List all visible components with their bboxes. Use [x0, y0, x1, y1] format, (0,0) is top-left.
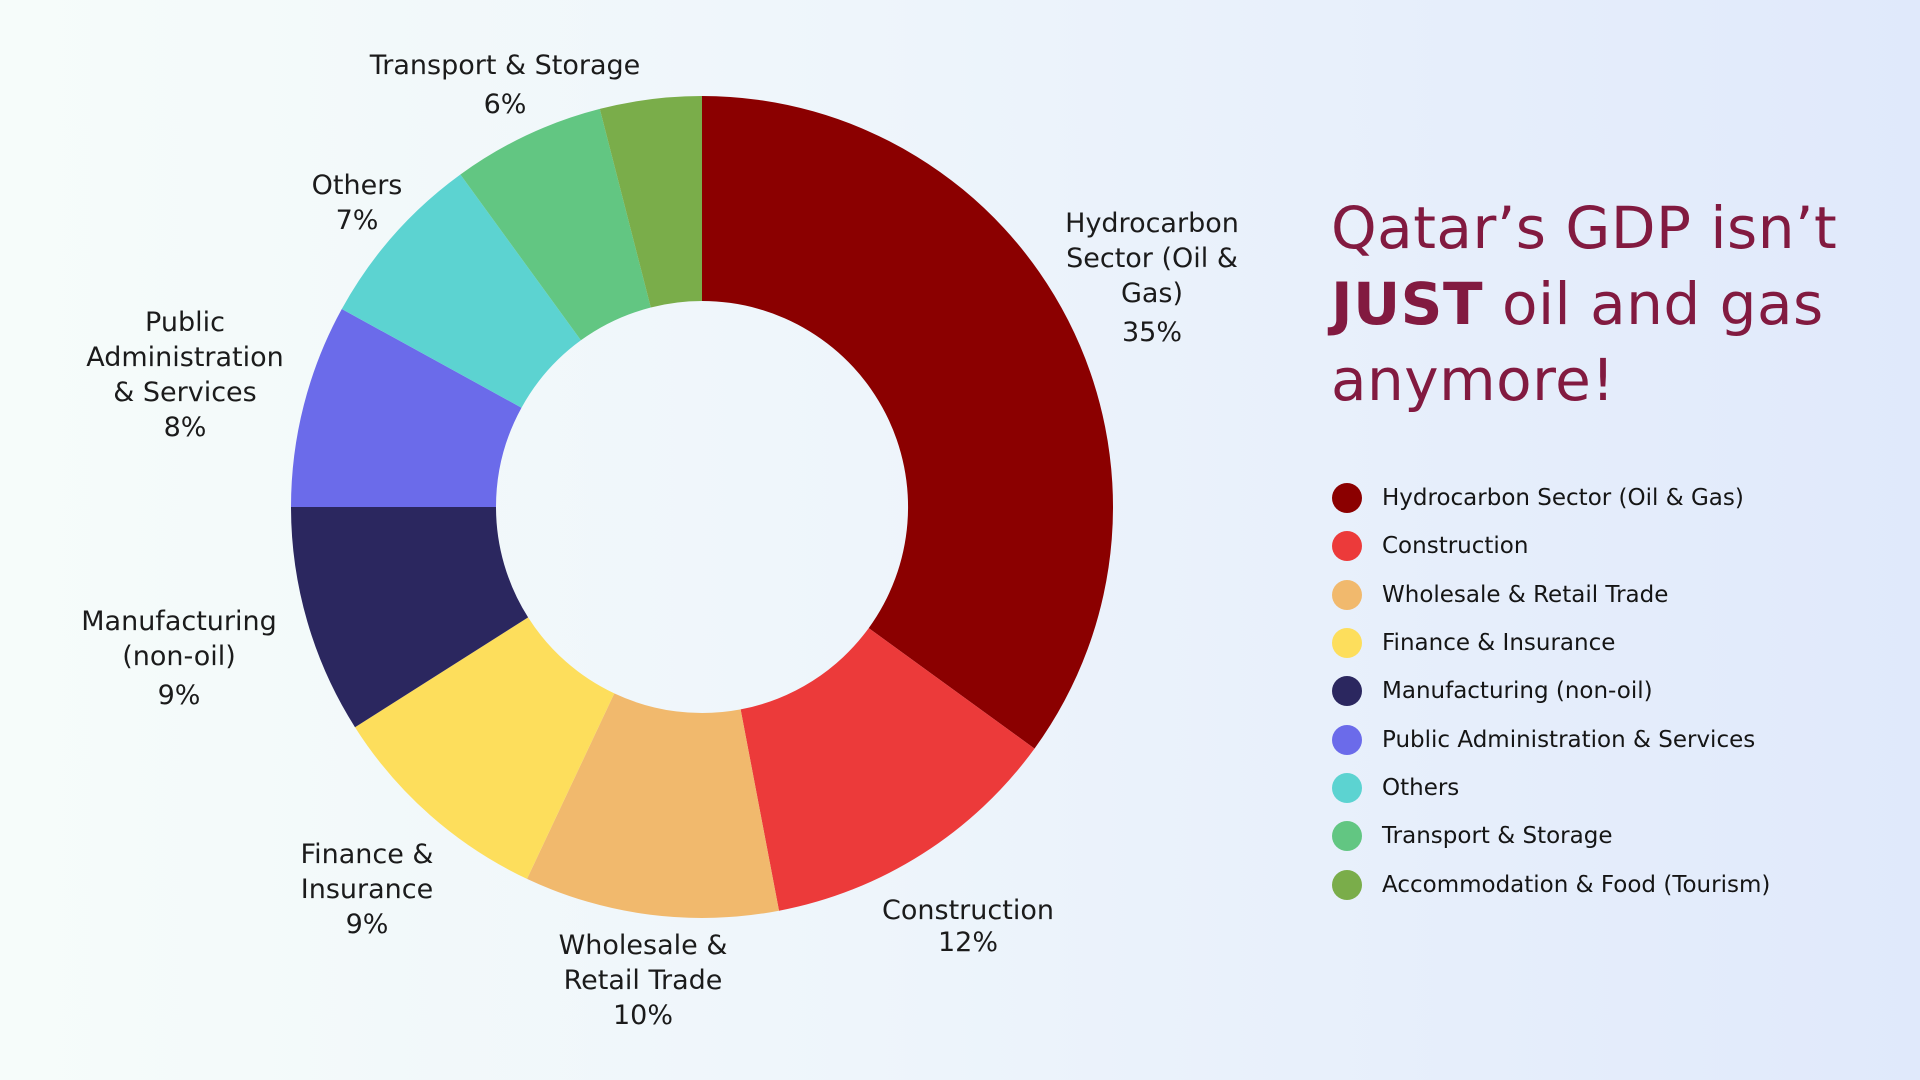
label-wholesale: Wholesale & Retail Trade 10%	[559, 928, 728, 1033]
legend-dot-icon	[1332, 724, 1362, 755]
legend-dot-icon	[1332, 531, 1362, 562]
legend-item-transport[interactable]: Transport & Storage	[1332, 812, 1770, 860]
label-pct: 9%	[157, 680, 201, 711]
slice-others[interactable]	[341, 174, 581, 408]
slice-construction[interactable]	[740, 628, 1035, 911]
legend-item-finance[interactable]: Finance & Insurance	[1332, 619, 1770, 667]
label-others: Others 7%	[312, 168, 403, 238]
legend-item-manufacturing[interactable]: Manufacturing (non-oil)	[1332, 667, 1770, 715]
label-pct: 6%	[483, 89, 527, 120]
legend-dot-icon	[1332, 579, 1362, 610]
label-pct: 8%	[163, 412, 207, 443]
legend-item-public-admin[interactable]: Public Administration & Services	[1332, 715, 1770, 763]
legend-label: Construction	[1382, 533, 1529, 560]
label-pct: 12%	[937, 927, 999, 958]
chart-title: Qatar’s GDP isn’t JUST oil and gas anymo…	[1331, 190, 1901, 418]
label-name: Public Administration & Services	[86, 307, 284, 408]
legend-label: Accommodation & Food (Tourism)	[1382, 871, 1771, 898]
slice-manufacturing[interactable]	[291, 507, 529, 728]
legend-label: Finance & Insurance	[1382, 630, 1616, 657]
label-name: Construction	[882, 895, 1054, 926]
title-emphasis: JUST	[1331, 270, 1484, 338]
label-name: Hydrocarbon Sector (Oil & Gas)	[1065, 208, 1239, 309]
label-public-admin: Public Administration & Services 8%	[86, 305, 284, 445]
legend-dot-icon	[1332, 676, 1362, 707]
legend-item-construction[interactable]: Construction	[1332, 522, 1770, 570]
slice-accommodation[interactable]	[599, 96, 702, 308]
slice-public-admin[interactable]	[291, 309, 522, 507]
legend-label: Hydrocarbon Sector (Oil & Gas)	[1382, 485, 1744, 512]
legend-label: Transport & Storage	[1382, 823, 1613, 850]
label-name: Others	[311, 170, 403, 201]
label-pct: 10%	[612, 1000, 673, 1031]
legend-item-others[interactable]: Others	[1332, 764, 1770, 812]
legend-dot-icon	[1332, 483, 1362, 514]
label-pct: 35%	[1121, 317, 1182, 348]
legend-label: Wholesale & Retail Trade	[1382, 581, 1669, 608]
slice-finance[interactable]	[355, 617, 615, 879]
legend-label: Public Administration & Services	[1382, 726, 1756, 753]
legend-item-hydrocarbon[interactable]: Hydrocarbon Sector (Oil & Gas)	[1332, 474, 1770, 522]
label-pct: 7%	[335, 205, 379, 236]
legend-label: Manufacturing (non-oil)	[1382, 678, 1653, 705]
title-line-1: Qatar’s GDP isn’t	[1331, 194, 1838, 262]
slice-hydrocarbon[interactable]	[702, 96, 1114, 749]
legend-dot-icon	[1332, 628, 1362, 659]
legend-item-wholesale[interactable]: Wholesale & Retail Trade	[1332, 571, 1770, 619]
legend-dot-icon	[1332, 772, 1362, 803]
legend-item-accommodation[interactable]: Accommodation & Food (Tourism)	[1332, 860, 1770, 908]
slice-transport[interactable]	[460, 108, 651, 341]
legend-label: Others	[1382, 774, 1460, 801]
label-name: Manufacturing (non-oil)	[81, 606, 277, 672]
label-pct: 9%	[345, 909, 389, 940]
legend-dot-icon	[1332, 821, 1362, 852]
label-manufacturing: Manufacturing (non-oil) 9%	[81, 604, 277, 713]
label-name: Wholesale & Retail Trade	[558, 930, 728, 996]
slice-wholesale[interactable]	[527, 693, 779, 918]
label-transport: Transport & Storage 6%	[370, 48, 641, 122]
legend: Hydrocarbon Sector (Oil & Gas) Construct…	[1332, 474, 1770, 909]
title-line-2-rest: oil and gas	[1483, 270, 1824, 338]
title-line-3: anymore!	[1331, 346, 1616, 414]
label-hydrocarbon: Hydrocarbon Sector (Oil & Gas) 35%	[1065, 206, 1239, 350]
legend-dot-icon	[1332, 869, 1362, 900]
title-line-2: JUST oil and gas	[1331, 266, 1901, 342]
label-name: Finance & Insurance	[300, 839, 434, 905]
label-name: Transport & Storage	[369, 50, 641, 81]
label-construction: Construction 12%	[882, 893, 1054, 960]
label-finance: Finance & Insurance 9%	[301, 837, 434, 942]
